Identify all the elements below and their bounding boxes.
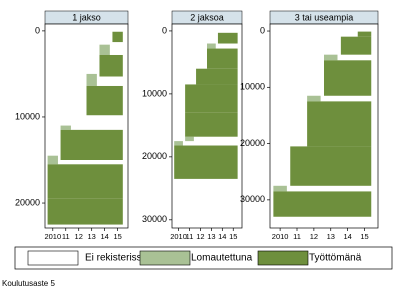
y-tick-label: 10000 xyxy=(240,82,265,92)
sequence-block xyxy=(340,36,372,55)
x-tick-label: 11 xyxy=(186,232,194,241)
x-tick-label: 2010 xyxy=(272,232,289,241)
legend-label: Ei rekisterissä xyxy=(85,253,148,264)
y-tick-label: 20000 xyxy=(142,151,167,161)
sequence-block xyxy=(217,32,238,44)
legend-swatch xyxy=(257,250,309,266)
caption: Koulutusaste 5 xyxy=(2,279,55,288)
facet-title: 2 jaksoa xyxy=(190,12,224,22)
sequence-block xyxy=(185,112,238,137)
sequence-block xyxy=(273,185,287,192)
sequence-block xyxy=(324,60,372,96)
y-tick-label: 20000 xyxy=(240,138,265,148)
x-tick-label: 13 xyxy=(88,232,96,241)
sequence-block xyxy=(86,73,97,86)
sequence-block xyxy=(324,54,338,61)
legend-label: Työttömänä xyxy=(309,253,362,264)
y-tick-label: 0 xyxy=(35,25,40,35)
x-tick-label: 11 xyxy=(62,232,70,241)
sequence-block xyxy=(307,101,372,147)
sequence-block xyxy=(290,146,372,186)
sequence-block xyxy=(86,85,123,116)
sequence-block xyxy=(47,198,123,225)
y-tick-label: 10000 xyxy=(15,111,40,121)
y-tick-label: 30000 xyxy=(240,194,265,204)
facet-title: 1 jakso xyxy=(72,12,101,22)
x-tick-label: 2010 xyxy=(170,232,187,241)
x-tick-label: 15 xyxy=(229,232,237,241)
x-tick-label: 2010 xyxy=(44,232,61,241)
x-tick-label: 12 xyxy=(196,232,204,241)
sequence-block xyxy=(99,54,123,77)
x-tick-label: 14 xyxy=(218,232,226,241)
x-tick-label: 15 xyxy=(360,232,368,241)
x-tick-label: 11 xyxy=(293,232,301,241)
sequence-block xyxy=(185,84,238,113)
facet-title: 3 tai useampia xyxy=(295,12,354,22)
legend-swatch xyxy=(27,250,79,266)
sequence-block xyxy=(174,141,183,146)
sequence-block xyxy=(207,48,238,69)
sequence-block xyxy=(47,164,123,199)
sequence-block xyxy=(185,136,194,142)
sequence-block xyxy=(196,68,238,85)
x-tick-label: 13 xyxy=(327,232,335,241)
y-tick-label: 0 xyxy=(162,25,167,35)
sequence-block xyxy=(273,191,372,217)
legend-swatch xyxy=(139,250,191,266)
y-tick-label: 30000 xyxy=(142,214,167,224)
x-tick-label: 12 xyxy=(310,232,318,241)
y-tick-label: 0 xyxy=(260,25,265,35)
sequence-block xyxy=(60,125,71,130)
sequence-block xyxy=(357,31,372,37)
sequence-block xyxy=(47,155,58,165)
legend-box xyxy=(14,246,393,270)
x-tick-label: 14 xyxy=(100,232,108,241)
sequence-block xyxy=(207,43,216,49)
x-tick-label: 15 xyxy=(113,232,121,241)
x-tick-label: 12 xyxy=(75,232,83,241)
y-tick-label: 10000 xyxy=(142,88,167,98)
y-tick-label: 20000 xyxy=(15,197,40,207)
x-tick-label: 13 xyxy=(207,232,215,241)
sequence-block xyxy=(99,44,110,55)
x-tick-label: 14 xyxy=(343,232,351,241)
sequence-block xyxy=(307,95,321,102)
sequence-block xyxy=(60,129,123,160)
legend-label: Lomautettuna xyxy=(191,253,253,264)
sequence-block xyxy=(174,145,238,179)
sequence-block xyxy=(112,31,123,43)
